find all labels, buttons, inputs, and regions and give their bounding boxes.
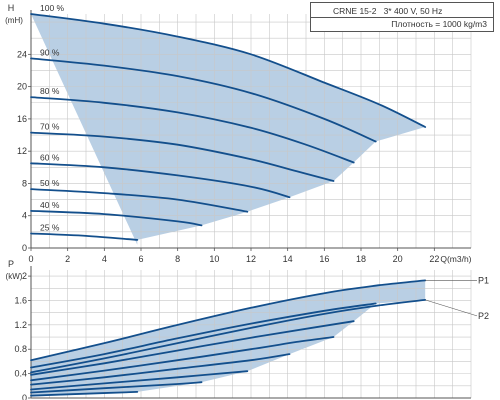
info-box: CRNE 15-2 3* 400 V, 50 Hz Плотность = 10…	[310, 2, 494, 32]
info-separator	[311, 17, 493, 18]
head-y-axis-unit: (mH)	[5, 16, 23, 25]
head-curve-label: 40 %	[40, 200, 60, 210]
power-curve	[30, 299, 427, 374]
head-y-tick-label: 8	[22, 178, 27, 188]
head-x-tick-label: 2	[65, 254, 70, 264]
head-curve	[30, 210, 203, 227]
power-curve	[30, 370, 249, 391]
power-curve-leader	[425, 299, 478, 317]
head-y-tick-label: 12	[17, 146, 27, 156]
head-y-tick-label: 20	[17, 82, 27, 92]
power-y-axis-unit: (kW)	[6, 272, 23, 281]
head-y-tick-label: 4	[22, 211, 27, 221]
head-x-tick-label: 8	[175, 254, 180, 264]
power-y-axis-title: P	[8, 259, 14, 269]
head-x-tick-label: 12	[246, 254, 256, 264]
head-curve	[30, 57, 377, 143]
power-curve	[30, 320, 355, 376]
power-curve	[30, 302, 377, 369]
power-curve	[30, 336, 335, 382]
power-curve	[30, 381, 203, 394]
head-grid	[30, 14, 472, 249]
head-curve	[30, 131, 335, 182]
power-y-tick-label: 1.2	[14, 320, 27, 330]
power-y-tick-label: 0	[22, 393, 27, 400]
power-curve	[30, 353, 291, 386]
model-name: CRNE 15-2	[333, 6, 377, 16]
head-y-tick-label: 24	[17, 49, 27, 59]
supply-spec: 3* 400 V, 50 Hz	[383, 6, 443, 16]
power-curve	[30, 279, 427, 362]
head-curve	[30, 96, 355, 164]
head-curve-label: 90 %	[40, 47, 60, 57]
head-x-tick-label: 16	[319, 254, 329, 264]
head-x-tick-label: 4	[102, 254, 107, 264]
head-x-tick-label: 22	[429, 254, 439, 264]
head-curve	[30, 188, 249, 213]
power-y-tick-label: 2	[22, 271, 27, 281]
head-operating-region	[31, 14, 426, 245]
head-curve-label: 50 %	[40, 178, 60, 188]
head-x-tick-label: 6	[138, 254, 143, 264]
head-y-tick-label: 16	[17, 114, 27, 124]
head-curve-label: 25 %	[40, 222, 60, 232]
head-y-axis-title: H	[8, 3, 15, 13]
head-curve-label: 80 %	[40, 86, 60, 96]
power-y-tick-label: 1.6	[14, 295, 27, 305]
head-x-tick-label: 14	[283, 254, 293, 264]
head-x-tick-label: 20	[393, 254, 403, 264]
head-curve	[30, 162, 291, 199]
power-curve	[30, 391, 139, 397]
head-y-tick-label: 0	[22, 243, 27, 253]
head-curve	[30, 232, 139, 241]
head-x-axis-title: Q(m3/h)	[440, 254, 471, 264]
power-y-tick-label: 0.8	[14, 344, 27, 354]
power-curve-label: P1	[478, 275, 489, 285]
head-x-tick-label: 10	[209, 254, 219, 264]
head-x-tick-label: 18	[356, 254, 366, 264]
head-curve-label: 70 %	[40, 122, 60, 132]
head-curve-label: 100 %	[40, 3, 65, 13]
power-curve-label: P2	[478, 311, 489, 321]
head-curve-label: 60 %	[40, 152, 60, 162]
model-label: CRNE 15-2 3* 400 V, 50 Hz	[333, 6, 442, 16]
power-panel: 0 0.4 0.8 1.2 1.6 2P (kW) P1 P2	[6, 259, 489, 400]
head-x-tick-label: 0	[28, 254, 33, 264]
density-label: Плотность = 1000 kg/m3	[391, 19, 487, 29]
power-y-tick-label: 0.4	[14, 369, 27, 379]
head-curve	[30, 13, 427, 128]
